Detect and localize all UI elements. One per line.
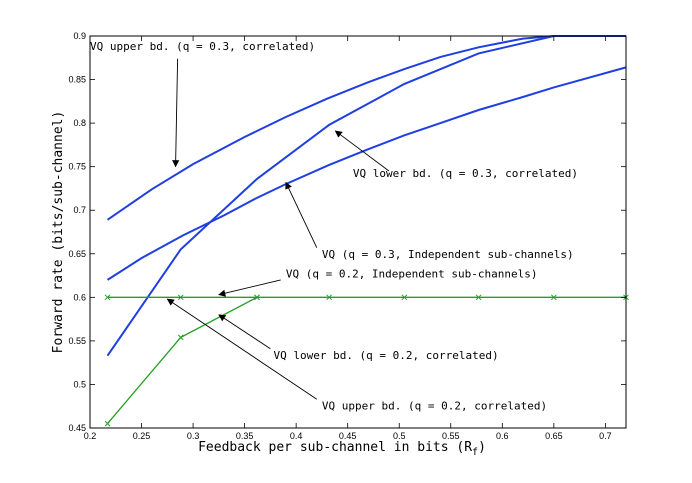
x-tick-label: 0.55	[442, 431, 460, 441]
x-tick-label: 0.5	[393, 431, 406, 441]
x-tick-label: 0.6	[496, 431, 509, 441]
x-tick-label: 0.45	[339, 431, 357, 441]
y-axis-label: Forward rate (bits/sub-channel)	[51, 111, 66, 354]
x-tick-label: 0.7	[599, 431, 612, 441]
annotation-arrow-4	[218, 279, 281, 297]
y-tick-label: 0.75	[68, 162, 86, 172]
plot-frame	[89, 35, 627, 429]
tick-layer: 0.2 0.25 0.3 0.35 0.4 0.45 0.5 0.55 0.6 0.65 0.7 0.…	[68, 31, 626, 441]
series-5-marker	[104, 420, 111, 427]
y-tick-label: 0.6	[73, 292, 86, 302]
y-tick-label: 0.85	[68, 75, 86, 85]
annotation-label-3: VQ (q = 0.3, Independent sub-channels)	[322, 248, 574, 261]
y-tick-label: 0.55	[68, 336, 86, 346]
series-4-marker	[104, 294, 111, 301]
series-4-marker	[401, 294, 408, 301]
y-tick-label: 0.9	[73, 31, 86, 41]
series-line-1	[106, 35, 626, 221]
series-5-marker	[177, 334, 184, 341]
series-4-marker	[475, 294, 482, 301]
series-4-marker	[177, 294, 184, 301]
annotation-arrow-3	[285, 181, 318, 248]
y-tick-label: 0.8	[73, 118, 86, 128]
series-layer	[104, 35, 629, 427]
series-4-marker	[550, 294, 557, 301]
annotation-label-5: VQ lower bd. (q = 0.2, correlated)	[273, 349, 498, 362]
x-tick-label: 0.35	[236, 431, 254, 441]
x-tick-label: 0.25	[133, 431, 151, 441]
x-tick-label: 0.3	[187, 431, 200, 441]
annotation-label-6: VQ upper bd. (q = 0.2, correlated)	[322, 400, 547, 413]
x-axis-label-subscript: f	[472, 447, 478, 458]
x-tick-label: 0.65	[545, 431, 563, 441]
plot-area	[90, 36, 626, 428]
series-line-3	[106, 66, 627, 281]
annotation-arrow-6	[166, 298, 318, 400]
annotation-layer: VQ upper bd. (q = 0.3, correlated) VQ low…	[90, 40, 578, 413]
y-tick-label: 0.45	[68, 423, 86, 433]
x-tick-label: 0.2	[84, 431, 97, 441]
annotation-label-4: VQ (q = 0.2, Independent sub-channels)	[286, 267, 538, 280]
x-axis-label-close: )	[478, 440, 486, 455]
annotation-arrow-1	[172, 58, 180, 168]
annotation-label-1: VQ upper bd. (q = 0.3, correlated)	[90, 40, 315, 53]
y-tick-label: 0.65	[68, 249, 86, 259]
annotation-label-2: VQ lower bd. (q = 0.3, correlated)	[353, 167, 578, 180]
annotation-arrow-5	[218, 314, 271, 350]
annotation-arrow-2	[334, 130, 390, 172]
y-tick-label: 0.7	[73, 205, 86, 215]
series-line-2	[106, 35, 626, 357]
y-tick-label: 0.5	[73, 379, 86, 389]
x-axis-label-main: Feedback per sub-channel in bits (R	[198, 440, 472, 455]
x-axis-label: Feedback per sub-channel in bits (Rf)	[198, 440, 486, 458]
x-tick-label: 0.4	[290, 431, 303, 441]
series-4-marker	[326, 294, 332, 301]
series-5-marker	[254, 294, 260, 301]
